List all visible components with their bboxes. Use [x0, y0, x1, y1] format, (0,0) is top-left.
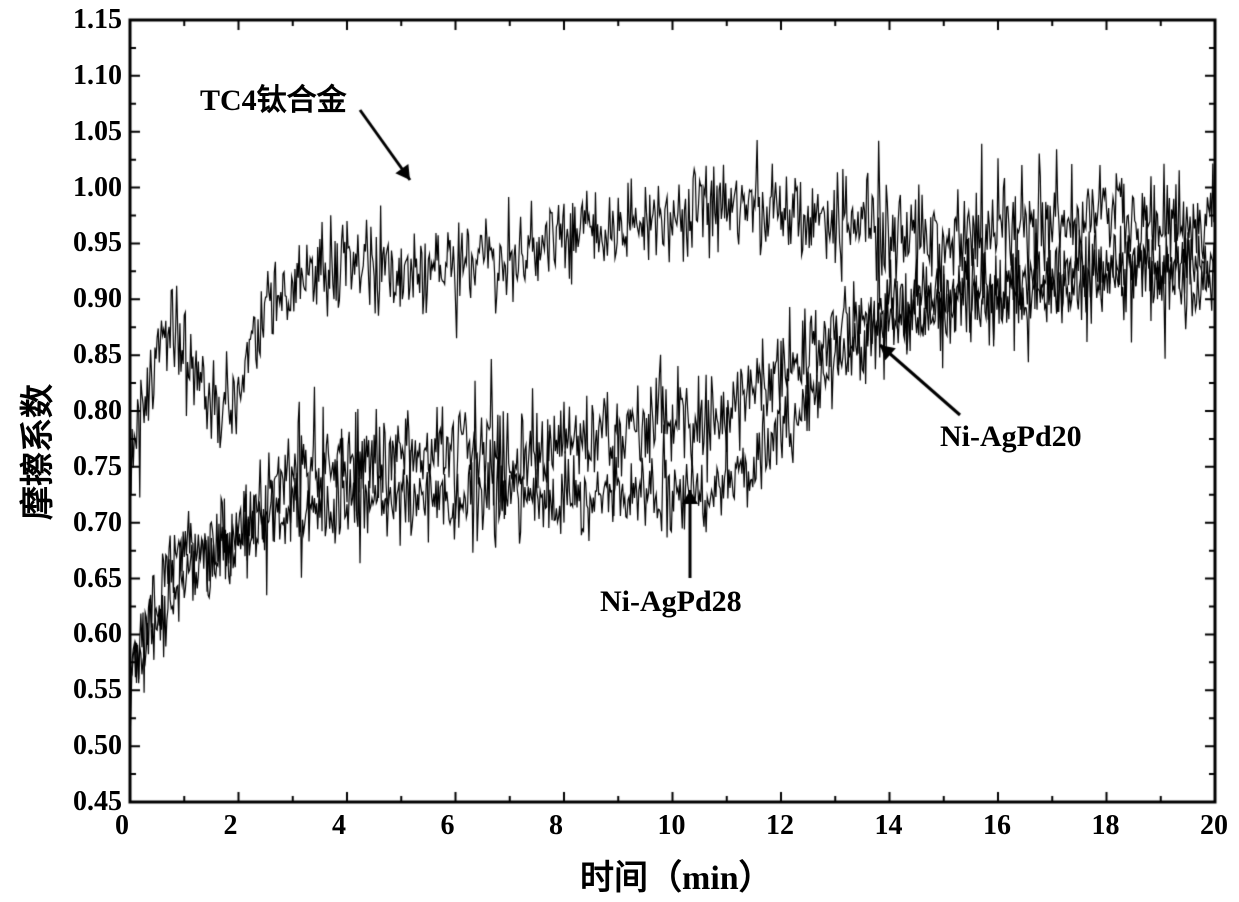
- y-tick-label: 0.70: [73, 507, 122, 539]
- y-tick-label: 0.55: [73, 674, 122, 706]
- x-tick-label: 2: [224, 810, 238, 842]
- friction-chart: 时间（min） 摩擦系数 TC4钛合金 Ni-AgPd20 Ni-AgPd28 …: [0, 0, 1239, 902]
- label-ni-agpd20: Ni-AgPd20: [940, 420, 1082, 454]
- y-tick-label: 0.80: [73, 395, 122, 427]
- x-tick-label: 4: [332, 810, 346, 842]
- y-tick-label: 0.50: [73, 730, 122, 762]
- x-tick-label: 16: [983, 810, 1011, 842]
- y-tick-label: 1.15: [73, 4, 122, 36]
- y-tick-label: 0.60: [73, 618, 122, 650]
- y-tick-label: 1.00: [73, 172, 122, 204]
- x-tick-label: 18: [1092, 810, 1120, 842]
- y-tick-label: 0.90: [73, 283, 122, 315]
- x-tick-label: 10: [658, 810, 686, 842]
- y-tick-label: 1.10: [73, 60, 122, 92]
- label-tc4: TC4钛合金: [200, 75, 347, 119]
- y-tick-label: 1.05: [73, 116, 122, 148]
- y-tick-label: 0.45: [73, 786, 122, 818]
- x-tick-label: 12: [766, 810, 794, 842]
- y-tick-label: 0.65: [73, 563, 122, 595]
- x-tick-label: 20: [1200, 810, 1228, 842]
- x-tick-label: 6: [441, 810, 455, 842]
- x-tick-label: 14: [875, 810, 903, 842]
- y-tick-label: 0.95: [73, 227, 122, 259]
- y-tick-label: 0.75: [73, 451, 122, 483]
- x-axis-label: 时间（min）: [580, 850, 773, 899]
- y-tick-label: 0.85: [73, 339, 122, 371]
- y-axis-label: 摩擦系数: [10, 384, 59, 520]
- label-ni-agpd28: Ni-AgPd28: [600, 585, 742, 619]
- x-tick-label: 8: [549, 810, 563, 842]
